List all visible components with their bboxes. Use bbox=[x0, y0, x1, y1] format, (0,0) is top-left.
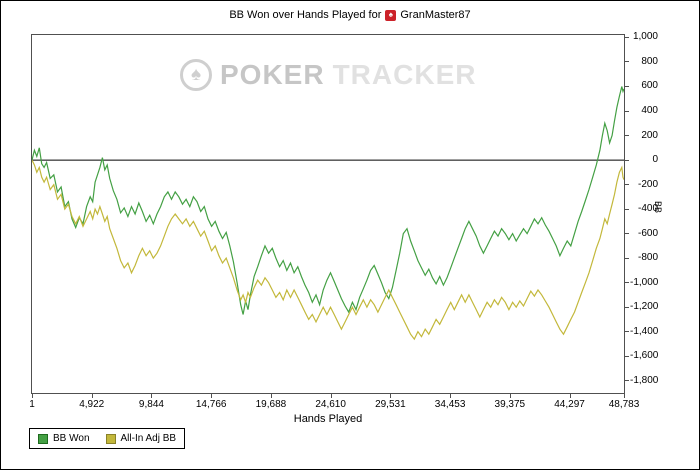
y-tick-mark bbox=[625, 306, 629, 308]
plot-area: ♠ POKER TRACKER bbox=[31, 34, 625, 394]
x-tick-mark bbox=[32, 394, 33, 398]
y-tick-mark bbox=[625, 355, 629, 357]
x-tick-label: 4,922 bbox=[79, 399, 105, 410]
all-in-adj-bb-swatch bbox=[105, 433, 116, 444]
y-tick-label: -1,400 bbox=[630, 325, 659, 337]
x-tick-mark bbox=[270, 394, 272, 398]
legend-item: BB Won bbox=[38, 433, 90, 444]
y-tick-mark bbox=[625, 208, 629, 210]
player-name: GranMaster87 bbox=[400, 9, 471, 21]
legend-item: All-In Adj BB bbox=[105, 433, 177, 444]
series-bb-won bbox=[32, 86, 624, 315]
y-tick-label: -800 bbox=[637, 252, 658, 264]
y-tick-label: -1,000 bbox=[630, 276, 659, 288]
x-tick-label: 14,766 bbox=[195, 399, 227, 410]
y-tick-mark bbox=[625, 331, 629, 333]
y-tick-label: -200 bbox=[637, 178, 658, 190]
x-tick-label: 9,844 bbox=[138, 399, 164, 410]
y-tick-label: 200 bbox=[641, 129, 658, 141]
x-tick-label: 19,688 bbox=[255, 399, 287, 410]
y-tick-mark bbox=[625, 233, 629, 235]
x-tick-label: 44,297 bbox=[554, 399, 585, 410]
chart-title: BB Won over Hands Played for ♠ GranMaste… bbox=[1, 9, 699, 21]
y-tick-mark bbox=[625, 380, 629, 382]
chart-title-text: BB Won over Hands Played for bbox=[229, 9, 382, 21]
x-tick-mark bbox=[211, 394, 213, 398]
series-all-in-adj-bb bbox=[32, 159, 624, 341]
y-tick-label: 600 bbox=[641, 80, 658, 92]
y-tick-mark bbox=[625, 184, 629, 186]
x-axis-label: Hands Played bbox=[293, 413, 363, 425]
x-tick-mark bbox=[509, 394, 511, 398]
y-tick-label: -400 bbox=[637, 203, 658, 215]
x-tick-mark bbox=[450, 394, 452, 398]
chart-canvas bbox=[32, 86, 624, 341]
y-tick-mark bbox=[625, 159, 629, 161]
x-tick-mark bbox=[390, 394, 392, 398]
x-tick-mark bbox=[330, 394, 332, 398]
x-tick-label: 24,610 bbox=[315, 399, 346, 410]
x-tick-mark bbox=[91, 394, 93, 398]
x-tick-mark bbox=[569, 394, 571, 398]
y-tick-label: 400 bbox=[641, 105, 658, 116]
x-tick-label: 39,375 bbox=[494, 399, 526, 410]
legend: BB Won All-In Adj BB bbox=[29, 428, 186, 449]
y-tick-mark bbox=[625, 36, 629, 38]
y-tick-mark bbox=[625, 135, 629, 137]
x-tick-label: 29,531 bbox=[375, 399, 406, 410]
bb-won-swatch bbox=[38, 433, 48, 444]
y-tick-label: 800 bbox=[641, 55, 658, 67]
y-tick-mark bbox=[625, 110, 629, 112]
x-tick-mark bbox=[151, 394, 153, 398]
x-tick-label: 48,783 bbox=[608, 399, 640, 410]
y-tick-label: -1,200 bbox=[630, 301, 659, 313]
legend-label: All-In Adj BB bbox=[120, 433, 177, 444]
x-tick-label: 34,453 bbox=[434, 399, 466, 410]
pokertracker-spade-icon: ♠ bbox=[385, 9, 397, 21]
y-tick-label: -600 bbox=[637, 227, 658, 239]
y-tick-label: 1,000 bbox=[632, 31, 658, 43]
legend-label: BB Won bbox=[53, 433, 90, 444]
x-tick-label: 1 bbox=[29, 399, 35, 410]
y-tick-label: 0 bbox=[652, 154, 658, 166]
y-tick-mark bbox=[625, 282, 629, 284]
y-tick-mark bbox=[625, 85, 629, 87]
y-tick-label: -1,800 bbox=[630, 374, 659, 386]
y-tick-label: -1,600 bbox=[630, 350, 659, 362]
y-tick-mark bbox=[625, 61, 629, 63]
y-tick-mark bbox=[625, 257, 629, 259]
x-tick-mark bbox=[624, 394, 625, 398]
